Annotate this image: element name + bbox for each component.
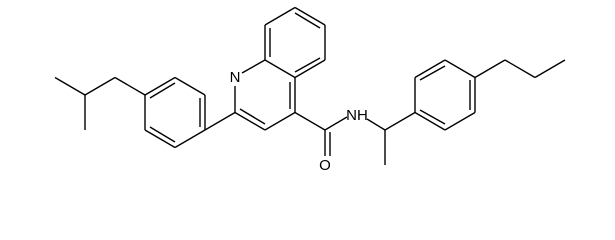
atom-label: O: [319, 157, 331, 174]
atom-label: NH: [346, 107, 368, 124]
structure-diagram: N O NH: [54, 6, 566, 174]
atom-label: N: [230, 69, 241, 86]
bonds: [54, 6, 566, 165]
